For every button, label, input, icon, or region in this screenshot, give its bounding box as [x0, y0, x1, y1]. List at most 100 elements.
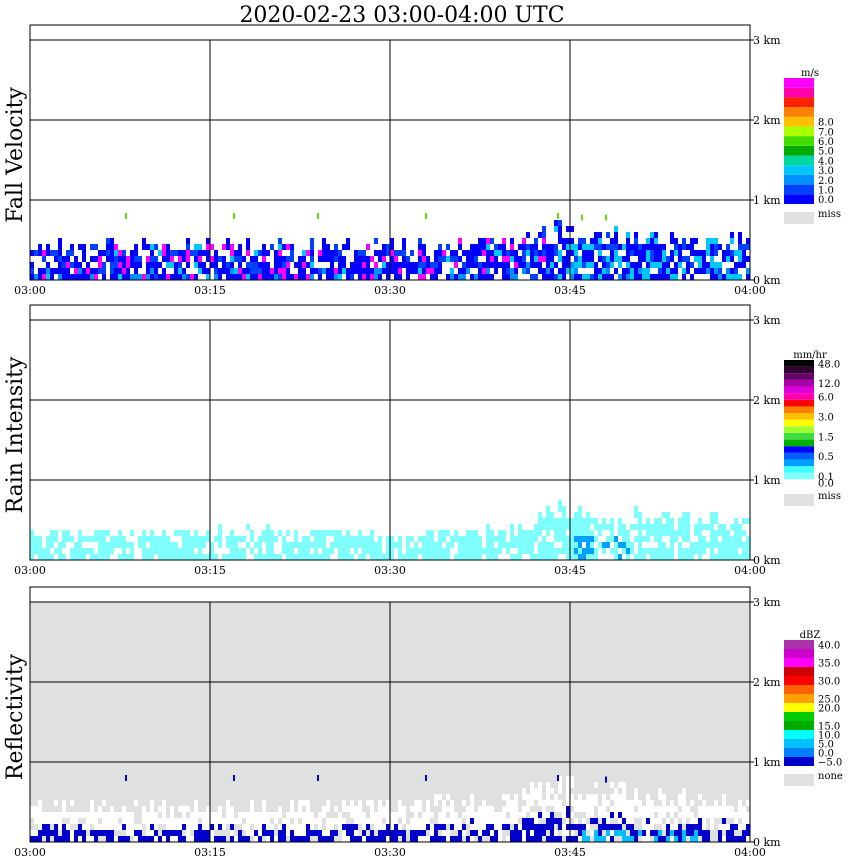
echo-cell	[710, 268, 714, 274]
echo-cell	[550, 836, 554, 842]
echo-cell	[278, 812, 282, 818]
echo-cell	[674, 830, 678, 836]
echo-cell	[570, 244, 574, 250]
echo-cell	[170, 830, 174, 836]
echo-cell	[282, 548, 286, 554]
echo-cell	[378, 268, 382, 274]
echo-cell	[606, 262, 610, 268]
echo-cell	[438, 812, 442, 818]
echo-cell	[118, 262, 122, 268]
echo-cell	[346, 274, 350, 280]
echo-cell	[678, 836, 682, 842]
echo-cell	[202, 830, 206, 836]
echo-cell	[134, 250, 138, 256]
echo-cell	[254, 256, 258, 262]
echo-cell	[230, 274, 234, 280]
echo-cell	[302, 256, 306, 262]
echo-cell	[158, 542, 162, 548]
echo-cell	[130, 824, 134, 830]
echo-cell	[570, 226, 574, 232]
echo-cell	[622, 788, 626, 794]
echo-cell	[570, 542, 574, 548]
echo-cell	[210, 830, 214, 836]
echo-cell	[506, 542, 510, 548]
echo-cell	[86, 812, 90, 818]
echo-cell	[362, 824, 366, 830]
echo-cell	[206, 244, 210, 250]
echo-cell	[454, 554, 458, 560]
echo-cell	[650, 524, 654, 530]
echo-cell	[398, 262, 402, 268]
echo-cell	[338, 262, 342, 268]
echo-cell	[62, 824, 66, 830]
echo-cell	[610, 256, 614, 262]
echo-cell	[546, 548, 550, 554]
echo-cell	[622, 274, 626, 280]
echo-cell	[194, 836, 198, 842]
echo-cell	[422, 268, 426, 274]
echo-cell	[618, 518, 622, 524]
echo-cell	[470, 274, 474, 280]
echo-cell	[610, 782, 614, 788]
echo-cell	[162, 250, 166, 256]
echo-cell	[646, 836, 650, 842]
colorbar-swatch	[784, 373, 814, 380]
echo-cell	[98, 262, 102, 268]
echo-cell	[422, 818, 426, 824]
echo-cell	[458, 830, 462, 836]
echo-cell	[106, 244, 110, 250]
echo-cell	[490, 262, 494, 268]
echo-cell	[338, 256, 342, 262]
echo-cell	[122, 274, 126, 280]
echo-cell	[718, 268, 722, 274]
echo-cell	[726, 244, 730, 250]
echo-cell	[46, 268, 50, 274]
echo-cell	[298, 262, 302, 268]
echo-cell	[330, 824, 334, 830]
echo-cell	[734, 274, 738, 280]
echo-cell	[202, 824, 206, 830]
echo-cell	[530, 788, 534, 794]
echo-cell	[434, 836, 438, 842]
echo-cell	[134, 244, 138, 250]
echo-cell	[82, 812, 86, 818]
echo-cell	[418, 824, 422, 830]
echo-cell	[286, 244, 290, 250]
echo-cell	[486, 268, 490, 274]
echo-cell	[258, 250, 262, 256]
echo-cell	[194, 800, 198, 806]
echo-cell	[706, 836, 710, 842]
echo-cell	[486, 806, 490, 812]
x-tick-label: 03:00	[14, 846, 46, 859]
echo-cell	[382, 244, 386, 250]
echo-cell	[486, 548, 490, 554]
echo-cell	[458, 274, 462, 280]
echo-cell	[194, 250, 198, 256]
echo-cell	[194, 554, 198, 560]
echo-cell	[642, 812, 646, 818]
echo-cell	[338, 250, 342, 256]
echo-cell	[482, 262, 486, 268]
echo-cell	[222, 262, 226, 268]
echo-cell	[162, 836, 166, 842]
echo-cell	[566, 536, 570, 542]
echo-cell	[178, 554, 182, 560]
echo-cell	[550, 268, 554, 274]
echo-cell	[454, 536, 458, 542]
echo-cell	[570, 776, 574, 782]
echo-cell	[434, 830, 438, 836]
echo-cell	[46, 262, 50, 268]
echo-cell	[62, 806, 66, 812]
echo-cell	[186, 256, 190, 262]
echo-cell	[162, 268, 166, 274]
echo-cell	[42, 554, 46, 560]
echo-cell	[602, 262, 606, 268]
echo-cell	[550, 512, 554, 518]
echo-cell	[654, 536, 658, 542]
echo-cell	[422, 824, 426, 830]
echo-cell	[542, 542, 546, 548]
echo-cell	[502, 530, 506, 536]
echo-cell	[362, 812, 366, 818]
echo-cell	[418, 830, 422, 836]
echo-cell	[694, 818, 698, 824]
